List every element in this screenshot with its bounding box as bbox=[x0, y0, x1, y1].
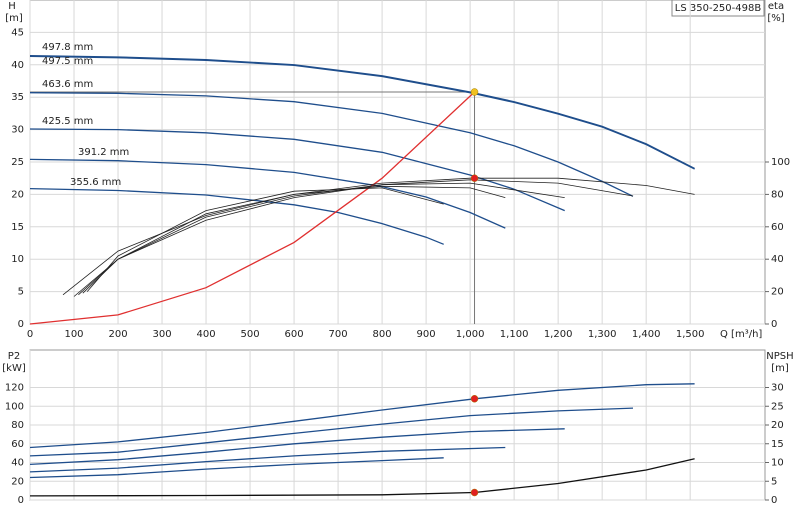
y2-axis-unit: [m] bbox=[771, 363, 789, 374]
curve-label: 355.6 mm bbox=[70, 177, 121, 188]
y-tick-label: 100 bbox=[5, 401, 24, 412]
curve bbox=[29, 128, 565, 212]
x-tick-label: 100 bbox=[64, 329, 83, 340]
y-tick-label: 0 bbox=[18, 319, 24, 330]
y2-tick-label: 10 bbox=[771, 458, 784, 469]
curve bbox=[29, 55, 695, 170]
y-tick-label: 35 bbox=[11, 92, 24, 103]
x-tick-label: 1,400 bbox=[632, 329, 661, 340]
y2-tick-label: 25 bbox=[771, 401, 784, 412]
x-tick-label: 1,000 bbox=[456, 329, 485, 340]
y-axis-unit: [kW] bbox=[2, 363, 26, 374]
y-tick-label: 120 bbox=[5, 383, 24, 394]
curve bbox=[73, 179, 634, 297]
x-tick-label: 0 bbox=[27, 329, 33, 340]
chart-title: LS 350-250-498B bbox=[675, 3, 762, 14]
curve-label: 463.6 mm bbox=[42, 79, 93, 90]
curve bbox=[29, 407, 634, 457]
x-tick-label: 500 bbox=[241, 329, 260, 340]
x-tick-label: 600 bbox=[285, 329, 304, 340]
y-axis-label: H bbox=[8, 1, 16, 12]
curve-label: 497.5 mm bbox=[42, 56, 93, 67]
curve bbox=[29, 91, 475, 325]
y2-axis-label: NPSH bbox=[766, 351, 793, 362]
title-box bbox=[671, 0, 765, 17]
x-tick-label: 1,200 bbox=[544, 329, 573, 340]
x-axis-label: Q [m³/h] bbox=[720, 329, 762, 340]
curve bbox=[29, 92, 634, 197]
operating-point bbox=[470, 88, 479, 96]
x-tick-label: 1,100 bbox=[500, 329, 529, 340]
curve-label: 391.2 mm bbox=[78, 147, 129, 158]
y2-axis-label: eta bbox=[768, 1, 784, 12]
y-tick-label: 5 bbox=[18, 287, 24, 298]
x-tick-label: 400 bbox=[197, 329, 216, 340]
curve bbox=[82, 185, 506, 294]
curve bbox=[29, 458, 695, 497]
x-tick-label: 200 bbox=[108, 329, 127, 340]
curve bbox=[29, 158, 506, 229]
operating-point bbox=[470, 395, 479, 403]
x-tick-label: 1,300 bbox=[588, 329, 617, 340]
curve bbox=[29, 383, 695, 449]
y-tick-label: 20 bbox=[11, 476, 24, 487]
curve bbox=[29, 187, 444, 245]
y-axis-unit: [m] bbox=[5, 13, 23, 24]
curve-label: 425.5 mm bbox=[42, 116, 93, 127]
y2-tick-label: 5 bbox=[771, 476, 777, 487]
y2-tick-label: 40 bbox=[771, 254, 784, 265]
y-axis-label: P2 bbox=[8, 351, 20, 362]
y2-tick-label: 100 bbox=[771, 157, 790, 168]
x-tick-label: 800 bbox=[373, 329, 392, 340]
curve bbox=[29, 457, 444, 479]
y2-tick-label: 0 bbox=[771, 319, 777, 330]
y2-tick-label: 80 bbox=[771, 189, 784, 200]
y-tick-label: 60 bbox=[11, 439, 24, 450]
operating-point bbox=[470, 174, 479, 182]
y2-tick-label: 0 bbox=[771, 495, 777, 506]
x-tick-label: 900 bbox=[417, 329, 436, 340]
y-tick-label: 45 bbox=[11, 27, 24, 38]
y-tick-label: 30 bbox=[11, 125, 24, 136]
curve bbox=[29, 55, 695, 170]
curve bbox=[29, 428, 565, 466]
y2-tick-label: 20 bbox=[771, 420, 784, 431]
x-tick-label: 1,500 bbox=[676, 329, 705, 340]
x-tick-label: 300 bbox=[152, 329, 171, 340]
operating-point bbox=[470, 488, 479, 497]
curve bbox=[86, 187, 444, 292]
curve bbox=[29, 446, 506, 473]
y-tick-label: 40 bbox=[11, 60, 24, 71]
curve bbox=[62, 177, 695, 296]
y-tick-label: 15 bbox=[11, 222, 24, 233]
y2-tick-label: 60 bbox=[771, 222, 784, 233]
y-tick-label: 80 bbox=[11, 420, 24, 431]
y-tick-label: 25 bbox=[11, 157, 24, 168]
y-tick-label: 20 bbox=[11, 189, 24, 200]
y-tick-label: 40 bbox=[11, 458, 24, 469]
y2-tick-label: 15 bbox=[771, 439, 784, 450]
x-tick-label: 700 bbox=[329, 329, 348, 340]
y-tick-label: 10 bbox=[11, 254, 24, 265]
y-tick-label: 0 bbox=[18, 495, 24, 506]
y2-tick-label: 20 bbox=[771, 287, 784, 298]
curve-label: 497.8 mm bbox=[42, 42, 93, 53]
y2-tick-label: 30 bbox=[771, 383, 784, 394]
y2-axis-unit: [%] bbox=[767, 13, 784, 24]
